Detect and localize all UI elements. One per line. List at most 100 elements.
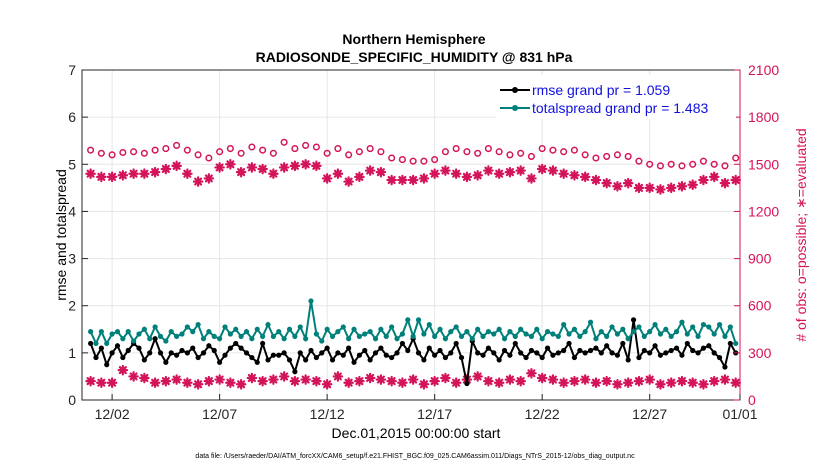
obs-possible-marker [613,151,621,159]
obs-evaluated-marker [96,377,107,389]
obs-evaluated-marker [633,375,645,387]
totalspread-point [437,326,443,332]
rmse-point [475,350,481,356]
totalspread-point [109,331,115,337]
obs-evaluated-marker [214,374,225,385]
totalspread-point [716,321,723,328]
rmse-point [722,364,728,370]
x-tick-label: 01/01 [722,406,757,422]
totalspread-point [120,336,126,342]
rmse-point [652,343,658,349]
totalspread-point [464,329,470,335]
obs-evaluated-marker [601,375,612,387]
totalspread-point [582,329,588,335]
rmse-point [200,350,207,356]
totalspread-point [426,321,432,328]
rmse-point [163,359,169,365]
rmse-point [319,350,325,356]
rmse-point [238,345,244,351]
totalspread-point [260,333,266,339]
rmse-point [254,359,260,365]
obs-possible-marker [624,152,632,160]
rmse-point [340,352,346,358]
totalspread-point [614,331,621,337]
rmse-point [582,350,588,356]
obs-evaluated-marker [665,377,677,389]
y-axis-left-label: rmse and totalspread [53,169,69,301]
totalspread-point [222,324,228,330]
obs-possible-marker [646,160,654,168]
rmse-point [125,347,131,354]
totalspread-point [485,329,492,335]
rmse-point [308,347,314,354]
axes: 0 1 2 3 4 5 6 7 0 300 600 900 1200 1500 1800 2100 12/02 1… [68,62,779,422]
obs-possible-marker [183,146,191,154]
rmse-point [104,362,110,368]
y-right-tick-label: 2100 [748,62,779,78]
rmse-point [249,354,255,361]
totalspread-point [700,321,707,328]
obs-evaluated-marker [386,174,397,186]
totalspread-point [190,329,196,335]
obs-evaluated-marker [106,377,118,389]
obs-evaluated-marker [547,374,559,385]
rmse-point [501,347,508,354]
obs-possible-marker [398,156,406,164]
totalspread-point [609,324,615,330]
obs-evaluated-marker [225,377,236,389]
obs-evaluated-marker [429,375,440,387]
rmse-point [679,352,685,358]
rmse-point [690,347,696,354]
metric-lines [88,298,739,387]
totalspread-point [238,333,244,339]
totalspread-point [329,333,336,339]
obs-evaluated-marker [493,168,505,180]
obs-evaluated-marker [461,171,473,183]
obs-evaluated-marker [246,372,258,384]
obs-evaluated-marker [278,162,290,173]
obs-evaluated-marker [676,180,688,192]
totalspread-point [324,326,330,332]
obs-evaluated-marker [633,182,645,194]
rmse-point [157,350,164,356]
obs-evaluated-marker [268,374,279,385]
rmse-point [217,359,223,365]
obs-possible-marker [463,148,471,156]
rmse-point [233,340,239,347]
obs-evaluated-marker [192,176,204,187]
obs-evaluated-marker [569,375,580,387]
obs-evaluated-marker [289,375,301,387]
rmse-point [195,354,201,361]
rmse-point [544,345,551,351]
totalspread-point [432,333,438,339]
obs-evaluated-marker [612,378,623,390]
rmse-point [222,352,228,358]
obs-evaluated-marker [364,372,376,384]
totalspread-point [722,333,728,339]
totalspread-point [383,333,389,339]
obs-evaluated-marker [171,374,182,385]
obs-evaluated-marker [504,166,516,178]
rmse-point [109,350,115,356]
obs-evaluated-marker [397,174,408,186]
y-axis-right-label: # of obs: o=possible; ∗=evaluated [793,128,809,341]
totalspread-point [727,324,733,330]
rmse-point [716,354,723,361]
obs-possible-marker [226,145,234,153]
obs-evaluated-marker [644,182,655,194]
obs-evaluated-marker [407,374,419,385]
obs-evaluated-marker [687,179,698,191]
totalspread-point [372,336,379,342]
obs-evaluated-marker [332,168,344,180]
rmse-point [432,352,438,358]
rmse-point [464,380,470,387]
rmse-point [292,369,298,375]
totalspread-point [125,329,131,335]
rmse-point [405,347,411,354]
obs-evaluated-marker [644,374,655,385]
rmse-point [415,350,422,356]
obs-evaluated-marker [730,174,741,186]
totalspread-point [518,326,524,332]
totalspread-point [620,326,626,332]
obs-possible-marker [656,162,664,170]
